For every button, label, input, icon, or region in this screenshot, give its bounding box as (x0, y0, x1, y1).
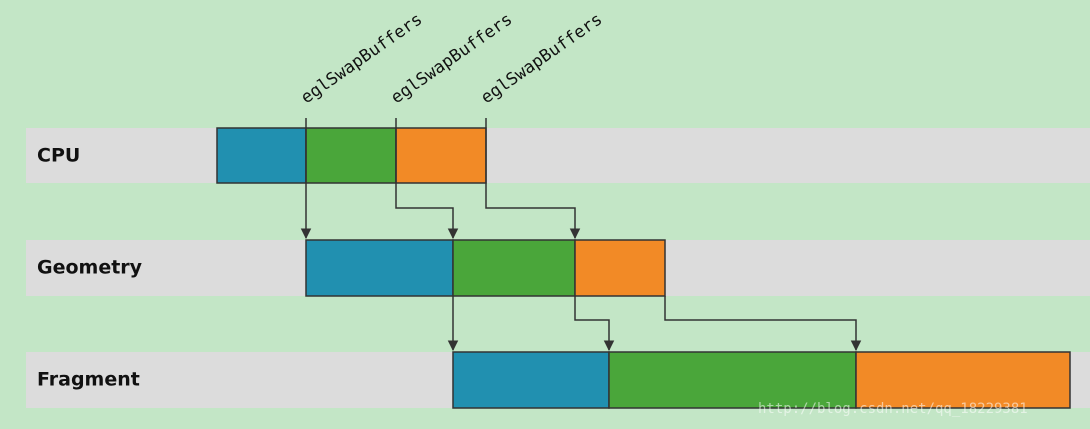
arrow (664, 296, 862, 352)
lane-label: Geometry (37, 257, 143, 279)
lane-band (26, 128, 1090, 183)
frame-block (608, 351, 857, 409)
frame-block (305, 239, 454, 297)
frame-block (855, 351, 1071, 409)
arrow (485, 118, 581, 240)
frame-block (216, 127, 307, 184)
frame-block (305, 127, 397, 184)
frame-block (452, 239, 576, 297)
frame-block (452, 351, 610, 409)
lane-label: CPU (37, 145, 80, 167)
frame-block (395, 127, 487, 184)
lane-label: Fragment (37, 369, 140, 391)
arrow (574, 296, 615, 352)
frame-block (574, 239, 666, 297)
watermark: http://blog.csdn.net/qq_18229381 (758, 401, 1028, 417)
arrow (395, 118, 459, 240)
